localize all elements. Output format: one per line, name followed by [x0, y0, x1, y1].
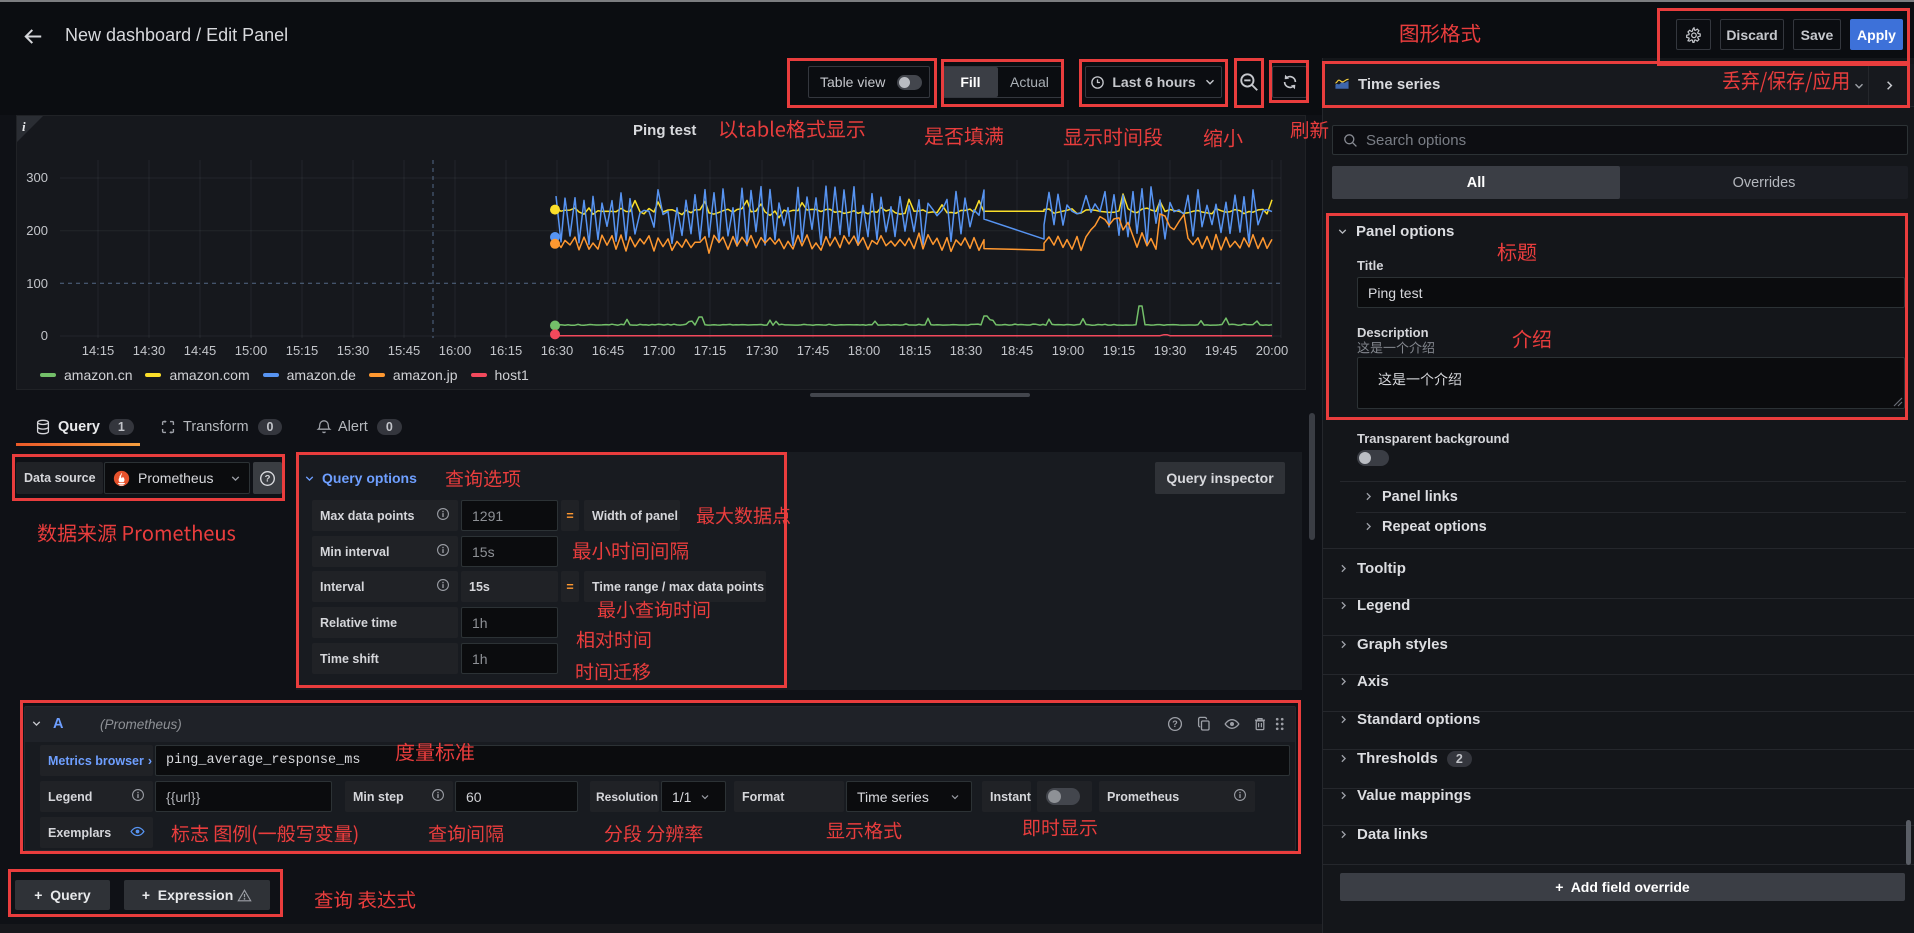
svg-text:?: ?	[1172, 719, 1178, 729]
svg-text:18:30: 18:30	[950, 343, 983, 358]
svg-text:0: 0	[41, 328, 48, 343]
svg-text:14:15: 14:15	[82, 343, 115, 358]
svg-text:18:15: 18:15	[899, 343, 932, 358]
svg-text:i: i	[22, 119, 26, 134]
svg-text:20:00: 20:00	[1256, 343, 1289, 358]
svg-text:15:45: 15:45	[388, 343, 421, 358]
svg-text:16:00: 16:00	[439, 343, 472, 358]
svg-text:14:30: 14:30	[133, 343, 166, 358]
svg-text:16:45: 16:45	[592, 343, 625, 358]
svg-text:18:45: 18:45	[1001, 343, 1034, 358]
svg-text:17:00: 17:00	[643, 343, 676, 358]
svg-text:15:00: 15:00	[235, 343, 268, 358]
svg-text:15:30: 15:30	[337, 343, 370, 358]
svg-text:17:15: 17:15	[694, 343, 727, 358]
svg-text:17:30: 17:30	[746, 343, 779, 358]
svg-text:15:15: 15:15	[286, 343, 319, 358]
svg-text:300: 300	[26, 170, 48, 185]
svg-text:14:45: 14:45	[184, 343, 217, 358]
svg-text:19:45: 19:45	[1205, 343, 1238, 358]
svg-text:17:45: 17:45	[797, 343, 830, 358]
svg-text:19:15: 19:15	[1103, 343, 1136, 358]
svg-text:16:15: 16:15	[490, 343, 523, 358]
svg-text:100: 100	[26, 276, 48, 291]
svg-text:16:30: 16:30	[541, 343, 574, 358]
svg-text:19:30: 19:30	[1154, 343, 1187, 358]
svg-text:19:00: 19:00	[1052, 343, 1085, 358]
svg-text:18:00: 18:00	[848, 343, 881, 358]
svg-text:200: 200	[26, 223, 48, 238]
svg-text:?: ?	[265, 473, 271, 484]
